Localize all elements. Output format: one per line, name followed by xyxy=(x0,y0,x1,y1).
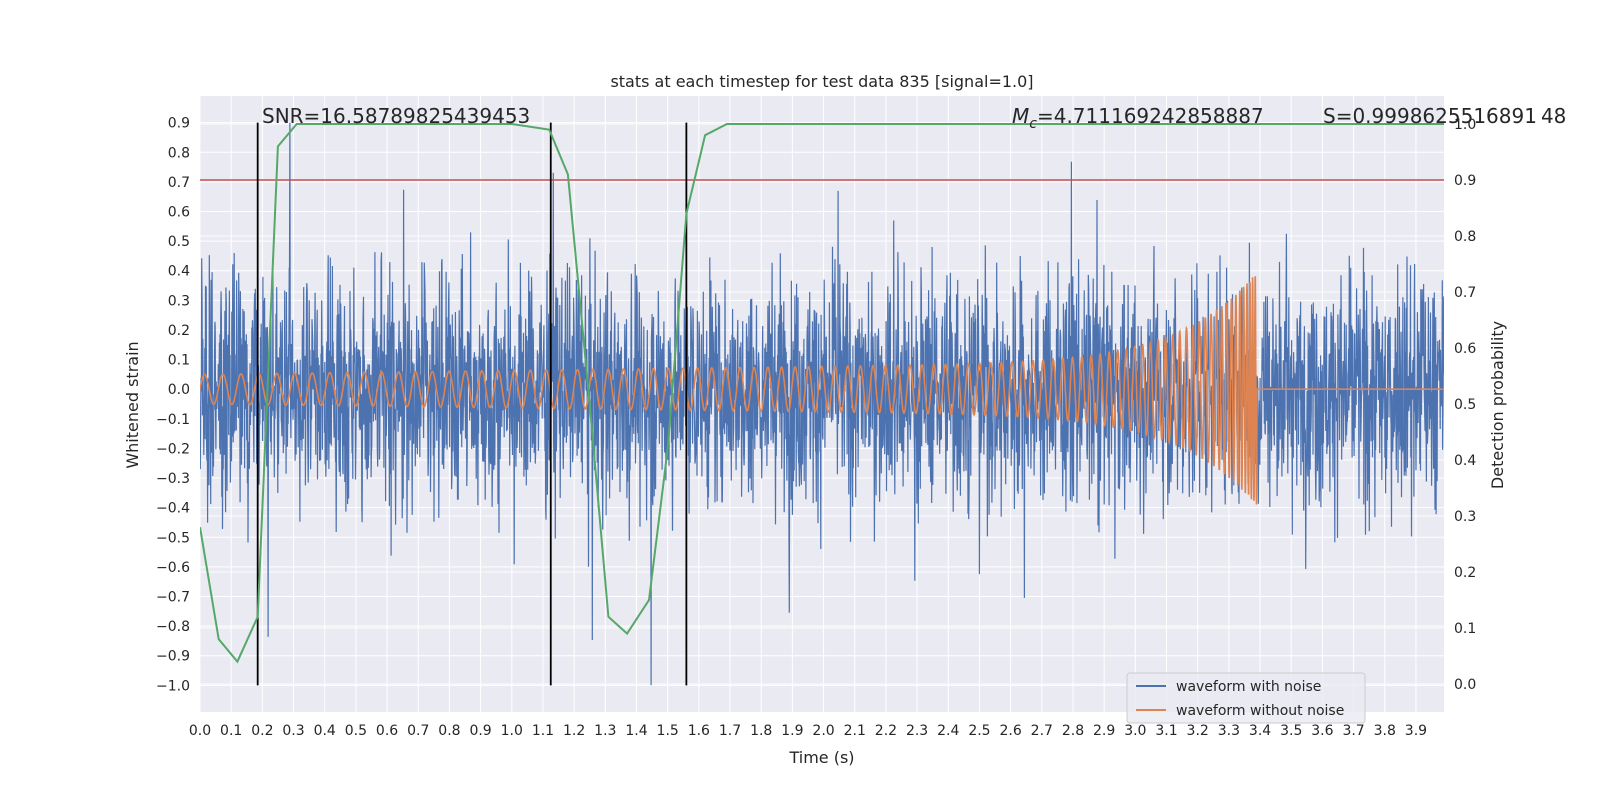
s-annotation: S=0.9998625516891 48 xyxy=(1323,104,1566,128)
x-tick-label: 2.0 xyxy=(812,723,834,739)
y-tick-label: −0.5 xyxy=(156,530,190,546)
y2-tick-label: 0.7 xyxy=(1454,285,1476,301)
x-tick-label: 1.2 xyxy=(563,723,585,739)
y-tick-label: 0.2 xyxy=(168,323,190,339)
y2-tick-label: 0.3 xyxy=(1454,509,1476,525)
y-tick-label: −0.1 xyxy=(156,412,190,428)
y2-tick-label: 0.2 xyxy=(1454,565,1476,581)
y-tick-label: 0.3 xyxy=(168,293,190,309)
y2-axis-ticks: 1.0 0.9 0.8 0.7 0.6 0.5 0.4 0.3 0.2 0.1 0.0 xyxy=(1454,117,1476,693)
x-tick-label: 3.1 xyxy=(1155,723,1177,739)
y-tick-label: 0.0 xyxy=(168,382,190,398)
x-tick-label: 3.5 xyxy=(1280,723,1302,739)
x-tick-label: 0.8 xyxy=(438,723,460,739)
y-tick-label: 0.4 xyxy=(168,264,190,280)
y-tick-label: 0.7 xyxy=(168,175,190,191)
y-tick-label: −0.7 xyxy=(156,590,190,606)
legend-label-clean: waveform without noise xyxy=(1176,703,1344,719)
y2-tick-label: 0.1 xyxy=(1454,621,1476,637)
x-tick-label: 3.3 xyxy=(1218,723,1240,739)
x-tick-label: 2.1 xyxy=(844,723,866,739)
x-tick-label: 3.0 xyxy=(1124,723,1146,739)
y2-tick-label: 0.8 xyxy=(1454,229,1476,245)
x-tick-label: 3.6 xyxy=(1311,723,1333,739)
snr-annotation: SNR=16.58789825439453 xyxy=(262,104,530,128)
x-tick-label: 1.8 xyxy=(750,723,772,739)
x-tick-label: 2.6 xyxy=(999,723,1021,739)
series-waveform-without-noise xyxy=(200,276,1444,505)
y2-tick-label: 1.0 xyxy=(1454,117,1476,133)
chirp-mass-annotation: Mc=4.711169242858887 xyxy=(1012,104,1264,132)
y-tick-label: 0.6 xyxy=(168,205,190,221)
x-tick-label: 2.9 xyxy=(1093,723,1115,739)
x-tick-label: 1.7 xyxy=(719,723,741,739)
x-tick-label: 0.3 xyxy=(282,723,304,739)
y2-tick-label: 0.4 xyxy=(1454,453,1476,469)
legend-box xyxy=(1126,672,1366,724)
x-tick-label: 0.0 xyxy=(189,723,211,739)
x-tick-label: 2.5 xyxy=(968,723,990,739)
x-tick-label: 0.4 xyxy=(314,723,336,739)
series-detection-probability xyxy=(200,123,1444,664)
legend: waveform with noise waveform without noi… xyxy=(1126,672,1366,724)
y-tick-label: −0.4 xyxy=(156,501,190,517)
x-tick-label: 0.1 xyxy=(220,723,242,739)
x-tick-label: 2.7 xyxy=(1031,723,1053,739)
x-tick-label: 1.1 xyxy=(532,723,554,739)
x-tick-label: 3.8 xyxy=(1374,723,1396,739)
y2-tick-label: 0.0 xyxy=(1454,677,1476,693)
x-tick-label: 1.3 xyxy=(594,723,616,739)
y-axis-ticks: 0.9 0.8 0.7 0.6 0.5 0.4 0.3 0.2 0.1 0.0 −0.1 −0.2 −0… xyxy=(156,116,190,695)
y-tick-label: 0.9 xyxy=(168,116,190,132)
x-axis-ticks: 0.0 0.1 0.2 0.3 0.4 0.5 0.6 0.7 0.8 0.9 1.0 1.1 1.2 1… xyxy=(189,723,1427,739)
chart-title: stats at each timestep for test data 835… xyxy=(610,72,1033,91)
waveform-without-noise-line xyxy=(200,276,1444,505)
x-tick-label: 1.5 xyxy=(657,723,679,739)
y-tick-label: −0.2 xyxy=(156,441,190,457)
y-tick-label: 0.5 xyxy=(168,234,190,250)
y-tick-label: −0.6 xyxy=(156,560,190,576)
x-tick-label: 1.9 xyxy=(781,723,803,739)
y-tick-label: −0.3 xyxy=(156,471,190,487)
x-tick-label: 3.2 xyxy=(1187,723,1209,739)
x-tick-label: 3.9 xyxy=(1405,723,1427,739)
chirp-mass-symbol: M xyxy=(1012,104,1029,128)
chirp-mass-subscript: c xyxy=(1029,116,1037,132)
x-tick-label: 1.0 xyxy=(501,723,523,739)
y2-axis-label: Detection probability xyxy=(1488,321,1507,489)
x-tick-label: 2.3 xyxy=(906,723,928,739)
x-tick-label: 3.7 xyxy=(1342,723,1364,739)
y-axis-label: Whitened strain xyxy=(123,341,142,468)
x-axis-label: Time (s) xyxy=(788,748,854,767)
x-tick-label: 1.6 xyxy=(688,723,710,739)
x-tick-label: 1.4 xyxy=(625,723,647,739)
x-tick-label: 0.2 xyxy=(251,723,273,739)
x-tick-label: 2.2 xyxy=(875,723,897,739)
chirp-mass-value: =4.711169242858887 xyxy=(1037,104,1264,128)
y2-tick-label: 0.9 xyxy=(1454,173,1476,189)
y2-tick-label: 0.6 xyxy=(1454,341,1476,357)
x-tick-label: 0.9 xyxy=(469,723,491,739)
y-tick-label: −0.8 xyxy=(156,619,190,635)
y2-tick-label: 0.5 xyxy=(1454,397,1476,413)
x-tick-label: 3.4 xyxy=(1249,723,1271,739)
y-tick-label: 0.8 xyxy=(168,145,190,161)
y-tick-label: −0.9 xyxy=(156,649,190,665)
x-tick-label: 2.8 xyxy=(1062,723,1084,739)
x-tick-label: 2.4 xyxy=(937,723,959,739)
y-tick-label: 0.1 xyxy=(168,353,190,369)
y-tick-label: −1.0 xyxy=(156,678,190,694)
x-tick-label: 0.5 xyxy=(345,723,367,739)
detection-probability-line xyxy=(200,123,1444,664)
x-tick-label: 0.7 xyxy=(407,723,429,739)
x-tick-label: 0.6 xyxy=(376,723,398,739)
legend-label-noise: waveform with noise xyxy=(1176,679,1321,695)
